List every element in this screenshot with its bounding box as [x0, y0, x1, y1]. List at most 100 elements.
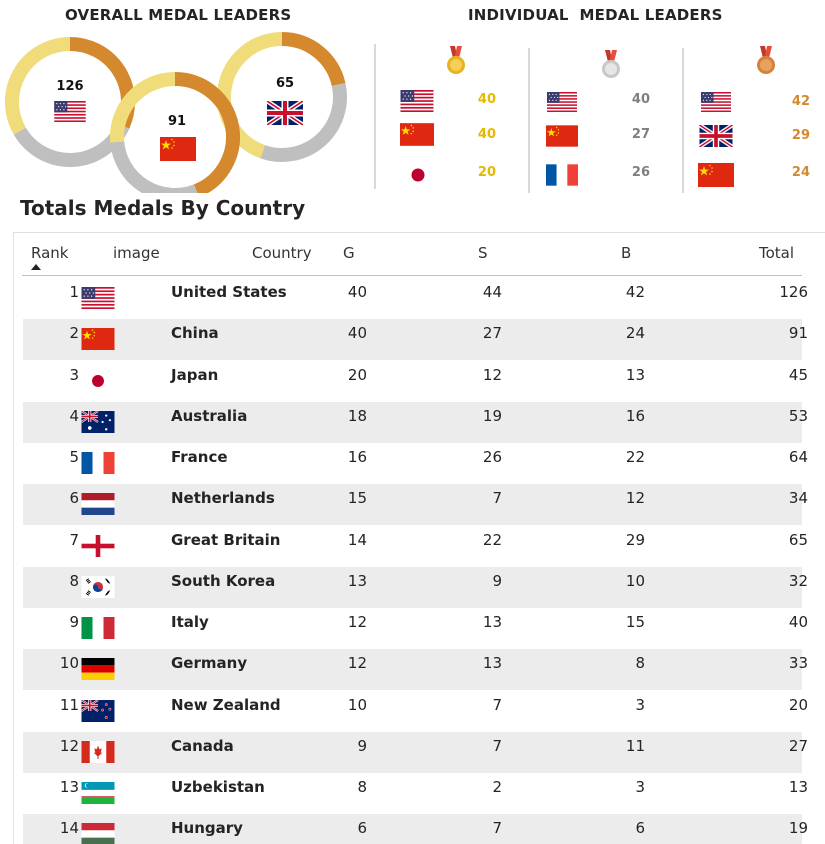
us-flag-icon	[400, 90, 434, 112]
cn-flag-icon	[81, 328, 115, 350]
header-total[interactable]: Total	[759, 244, 795, 262]
medal-ring-2	[110, 72, 240, 193]
en-flag-icon	[81, 535, 115, 557]
jp-flag-icon	[81, 370, 115, 392]
ring-segment-gold	[281, 32, 346, 87]
silver-cell: 12	[482, 365, 502, 384]
table-row[interactable]: 1 United States 40 44 42 126	[23, 278, 808, 319]
bronze-cell: 6	[635, 819, 645, 838]
header-gold[interactable]: G	[343, 244, 355, 262]
rank-cell: 2	[69, 324, 79, 343]
table-row[interactable]: 5 France 16 26 22 64	[23, 443, 808, 484]
total-cell: 13	[788, 778, 808, 796]
silver-cell: 7	[492, 489, 502, 508]
silver-cell: 22	[482, 530, 502, 549]
rank-cell: 13	[59, 778, 79, 796]
table-row[interactable]: 4 Australia 18 19 16 53	[23, 401, 808, 443]
header-bronze[interactable]: B	[621, 244, 632, 262]
gold-medal-icon	[447, 46, 465, 74]
jp-flag-icon	[400, 163, 436, 187]
us-flag-icon	[700, 92, 732, 112]
bronze-cell: 15	[625, 613, 645, 631]
table-row[interactable]: 11 New Zealand 10 7 3 20	[23, 691, 808, 732]
rank-cell: 3	[69, 365, 79, 384]
total-cell: 19	[788, 819, 808, 838]
ring-segment-gold	[174, 72, 240, 193]
silver-cell: 19	[482, 406, 502, 425]
table-row[interactable]: 9 Italy 12 13 15 40	[23, 608, 808, 649]
header-silver[interactable]: S	[478, 244, 488, 262]
divider	[528, 48, 530, 193]
table-row[interactable]: 12 Canada 9 7 11 27	[23, 731, 808, 773]
nl-flag-icon	[81, 493, 115, 515]
gold-cell: 40	[347, 324, 367, 343]
gold-cell: 6	[357, 819, 367, 838]
bronze-leader-3-value: 24	[791, 165, 810, 180]
rank-cell: 8	[69, 571, 79, 590]
bronze-cell: 12	[625, 489, 645, 508]
country-cell: Netherlands	[171, 489, 275, 508]
cn-flag-icon	[546, 125, 578, 147]
country-cell: Canada	[171, 736, 234, 755]
total-cell: 126	[779, 283, 808, 301]
bronze-leader-2-value: 29	[791, 128, 810, 143]
medals-table[interactable]: Rank image Country G S B Total 1 United S…	[13, 232, 825, 844]
silver-cell: 13	[482, 654, 502, 673]
ring-segment-bronze	[110, 72, 176, 143]
header-country[interactable]: Country	[252, 244, 312, 262]
country-cell: Japan	[171, 365, 219, 384]
rank-cell: 1	[69, 283, 79, 301]
silver-leader-2-value: 27	[631, 127, 650, 142]
total-cell: 53	[788, 406, 808, 425]
de-flag-icon	[81, 658, 115, 680]
overall-leader-1-total: 126	[56, 79, 84, 94]
gold-cell: 8	[357, 778, 367, 796]
bronze-cell: 24	[625, 324, 645, 343]
cn-flag-icon	[698, 163, 734, 187]
table-row[interactable]: 2 China 40 27 24 91	[23, 319, 808, 361]
table-row[interactable]: 3 Japan 20 12 13 45	[23, 361, 808, 402]
rank-cell: 11	[59, 695, 79, 714]
ca-flag-icon	[81, 741, 115, 763]
header-image[interactable]: image	[113, 244, 160, 262]
ring-segment-bronze	[5, 37, 71, 135]
table-row[interactable]: 10 Germany 12 13 8 33	[23, 649, 808, 691]
divider	[374, 44, 376, 189]
bronze-medal-icon	[757, 46, 775, 74]
header-divider	[22, 275, 802, 276]
medal-ring-3	[217, 32, 347, 162]
cn-flag-icon	[400, 123, 434, 146]
country-cell: South Korea	[171, 571, 276, 590]
table-row[interactable]: 14 Hungary 6 7 6 19	[23, 814, 808, 844]
total-cell: 45	[788, 365, 808, 384]
rank-cell: 9	[69, 613, 79, 631]
gold-cell: 12	[347, 654, 367, 673]
country-cell: United States	[171, 283, 287, 301]
silver-cell: 27	[482, 324, 502, 343]
country-cell: Great Britain	[171, 530, 281, 549]
cn-flag-icon	[160, 137, 196, 161]
gold-leader-2-value: 40	[477, 127, 496, 142]
table-row[interactable]: 7 Great Britain 14 22 29 65	[23, 526, 808, 567]
table-row[interactable]: 8 South Korea 13 9 10 32	[23, 566, 808, 608]
silver-cell: 2	[492, 778, 502, 796]
country-cell: China	[171, 324, 219, 343]
gold-leader-1-value: 40	[477, 92, 496, 107]
bronze-cell: 13	[625, 365, 645, 384]
silver-leader-3-value: 26	[631, 165, 650, 180]
sort-ascending-icon[interactable]	[31, 264, 41, 270]
table-row[interactable]: 13 Uzbekistan 8 2 3 13	[23, 773, 808, 814]
silver-medal-icon	[602, 50, 620, 78]
overall-medal-leaders-title: OVERALL MEDAL LEADERS	[65, 6, 292, 24]
ring-segment-bronze	[217, 32, 283, 159]
divider	[682, 48, 684, 193]
gb-flag-icon	[267, 101, 303, 125]
ring-segment-silver	[13, 122, 130, 167]
total-cell: 32	[788, 571, 808, 590]
table-row[interactable]: 6 Netherlands 15 7 12 34	[23, 484, 808, 526]
silver-cell: 7	[492, 695, 502, 714]
bronze-cell: 11	[625, 736, 645, 755]
individual-medal-leaders-title: INDIVIDUAL MEDAL LEADERS	[468, 6, 723, 24]
overall-rings-chart	[5, 32, 347, 193]
header-rank[interactable]: Rank	[31, 244, 69, 262]
